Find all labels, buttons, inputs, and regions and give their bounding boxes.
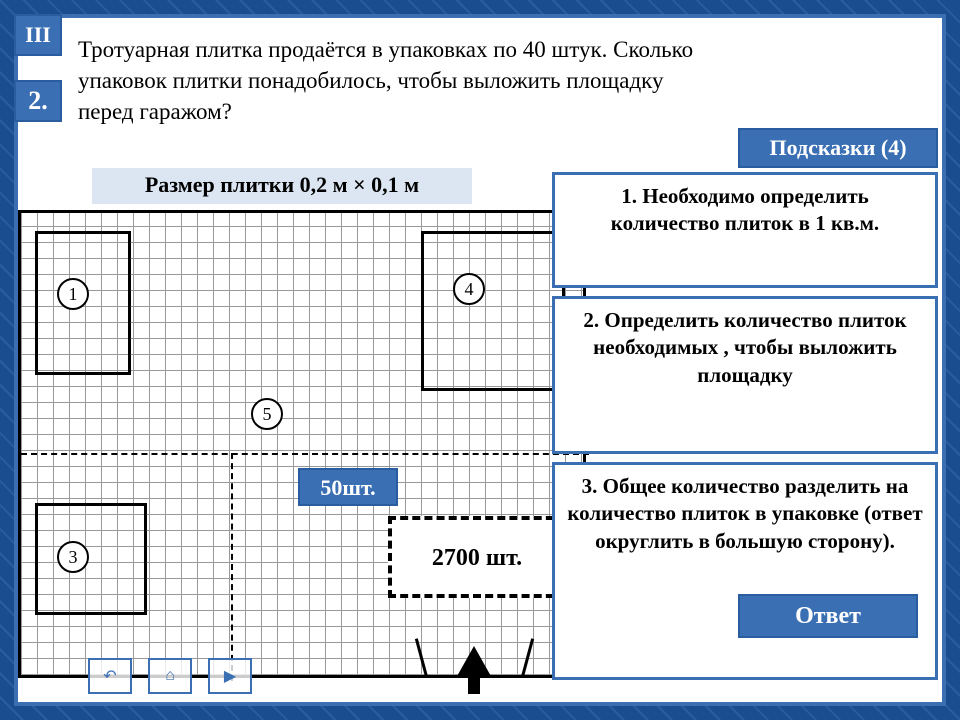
tag-50: 50шт.	[298, 468, 398, 506]
problem-text: Тротуарная плитка продаётся в упаковках …	[78, 34, 722, 127]
next-icon: ▶	[224, 666, 236, 686]
tag-2700: 2700 шт.	[388, 516, 566, 598]
label-3: 3	[57, 541, 89, 573]
home-icon: ⌂	[165, 667, 175, 685]
nav-next-button[interactable]: ▶	[208, 658, 252, 694]
number-badge: 2.	[14, 80, 62, 122]
nav-home-button[interactable]: ⌂	[148, 658, 192, 694]
divider-vertical	[231, 453, 233, 681]
hint-3: 3. Общее количество разделить на количес…	[552, 462, 938, 680]
label-5: 5	[251, 398, 283, 430]
label-1: 1	[57, 278, 89, 310]
tile-size-label: Размер плитки 0,2 м × 0,1 м	[92, 168, 472, 204]
nav-bar: ↶ ⌂ ▶	[88, 658, 252, 694]
divider-horizontal	[21, 453, 589, 455]
hint-2: 2. Определить количество плиток необходи…	[552, 296, 938, 454]
label-4: 4	[453, 273, 485, 305]
main-frame: III 2. Тротуарная плитка продаётся в упа…	[14, 14, 946, 706]
plot-4	[421, 231, 565, 391]
plot-3	[35, 503, 147, 615]
entrance-arrow-head	[456, 646, 492, 678]
hints-button[interactable]: Подсказки (4)	[738, 128, 938, 168]
answer-button[interactable]: Ответ	[738, 594, 918, 638]
back-icon: ↶	[103, 666, 116, 686]
entrance-arrow-stem	[468, 676, 480, 694]
hint-1: 1. Необходимо определить количество плит…	[552, 172, 938, 288]
section-badge: III	[14, 14, 62, 56]
site-plan-grid: 1 4 5 3	[18, 210, 586, 678]
nav-back-button[interactable]: ↶	[88, 658, 132, 694]
